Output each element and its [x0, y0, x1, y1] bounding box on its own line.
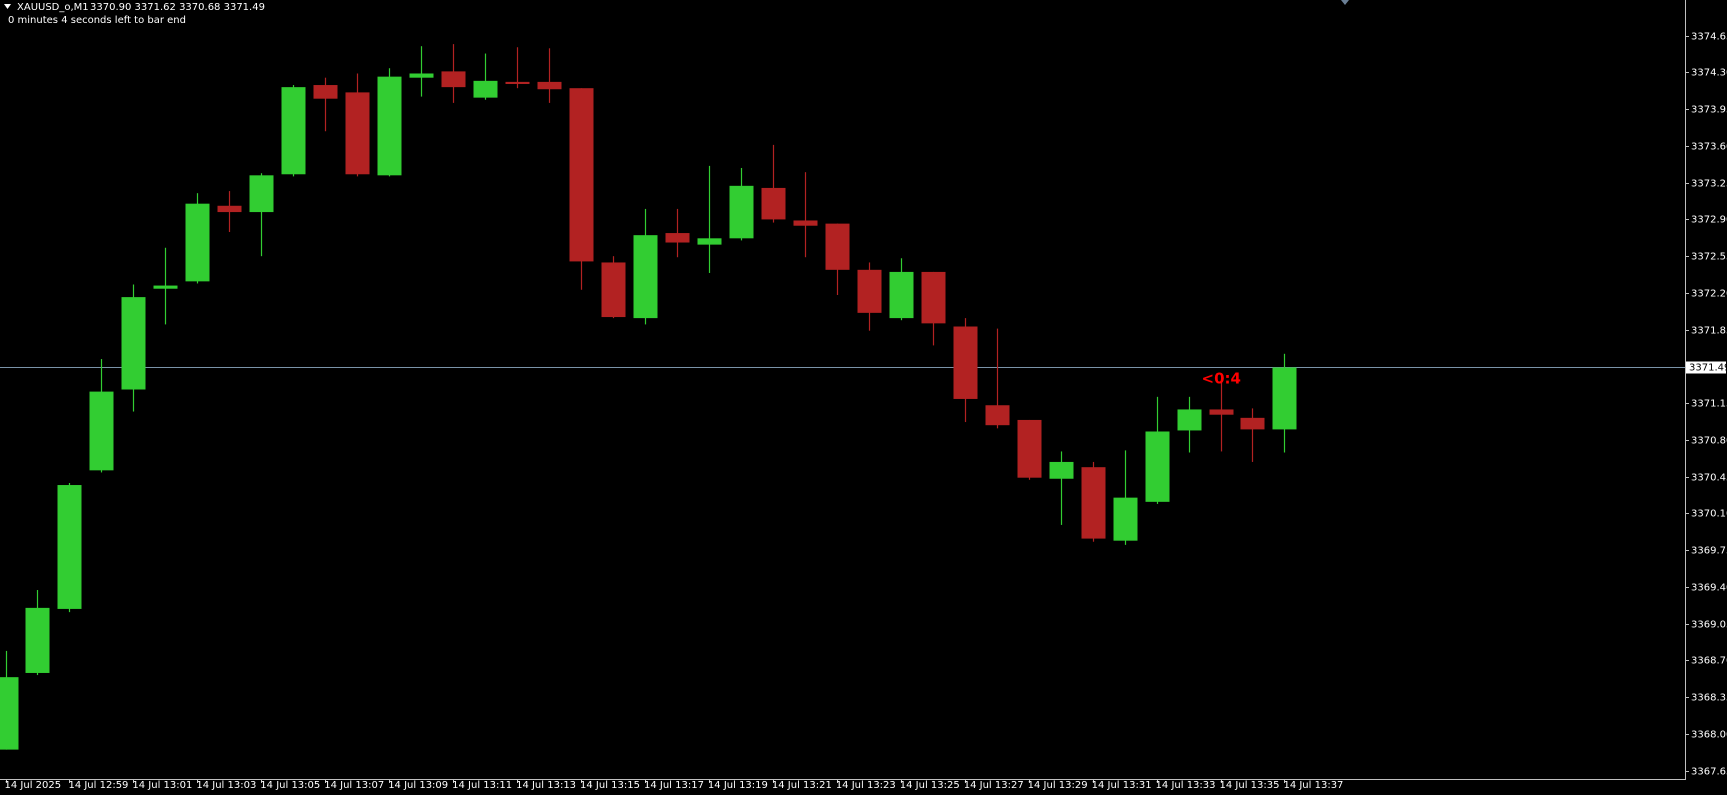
candle-body	[441, 71, 466, 88]
x-tick-label: 14 Jul 13:27	[964, 780, 1024, 791]
x-tick-label: 14 Jul 2025	[5, 780, 62, 791]
candle-body	[921, 271, 946, 324]
candle-body	[121, 297, 146, 390]
x-tick-label: 14 Jul 13:09	[388, 780, 448, 791]
symbol-title: XAUUSD_o,M1	[17, 2, 89, 13]
candle-body	[217, 205, 242, 213]
y-tick-label: 3369.40	[1691, 583, 1727, 594]
candle-body	[697, 238, 722, 245]
candle-body	[889, 271, 914, 319]
candle-body	[505, 81, 530, 84]
x-tick-label: 14 Jul 13:23	[836, 780, 896, 791]
candle-body	[665, 233, 690, 243]
y-tick-label: 3372.55	[1691, 252, 1727, 263]
y-tick-label: 3370.45	[1691, 473, 1727, 484]
candle-body	[569, 88, 594, 262]
y-tick-label: 3368.70	[1691, 656, 1727, 667]
y-tick-label: 3371.15	[1691, 399, 1727, 410]
x-tick-label: 14 Jul 13:29	[1028, 780, 1088, 791]
y-tick-label: 3373.95	[1691, 105, 1727, 116]
candle-body	[345, 92, 370, 175]
y-tick-label: 3374.30	[1691, 68, 1727, 79]
candle-body	[857, 269, 882, 313]
x-tick-label: 14 Jul 13:19	[708, 780, 768, 791]
candle-body	[409, 73, 434, 78]
candle-body	[57, 485, 82, 609]
x-tick-label: 14 Jul 13:31	[1092, 780, 1152, 791]
x-tick-label: 14 Jul 13:13	[516, 780, 576, 791]
y-tick-label: 3373.60	[1691, 142, 1727, 153]
candle-body	[1081, 467, 1106, 539]
candle-body	[1177, 409, 1202, 431]
candle-body	[313, 85, 338, 99]
candle-body	[793, 220, 818, 226]
x-tick-label: 14 Jul 13:25	[900, 780, 960, 791]
candle-body	[1209, 409, 1234, 415]
candle-body	[185, 203, 210, 282]
candle-body	[953, 326, 978, 399]
x-tick-label: 14 Jul 13:03	[196, 780, 256, 791]
x-tick-label: 14 Jul 13:05	[260, 780, 320, 791]
candle-body	[153, 285, 178, 289]
x-tick-label: 14 Jul 13:17	[644, 780, 704, 791]
candle-body	[89, 391, 114, 471]
candle-body	[601, 262, 626, 318]
candle-body	[985, 405, 1010, 426]
x-tick-label: 14 Jul 12:59	[68, 780, 128, 791]
y-tick-label: 3373.25	[1691, 179, 1727, 190]
candle-body	[1017, 419, 1042, 478]
candle-body	[729, 185, 754, 239]
x-tick-label: 14 Jul 13:01	[132, 780, 192, 791]
candle-body	[377, 76, 402, 176]
y-tick-label: 3372.90	[1691, 215, 1727, 226]
candle-body	[473, 80, 498, 98]
candle-body	[761, 187, 786, 220]
current-price-label: 3371.49	[1689, 363, 1727, 374]
x-tick-label: 14 Jul 13:33	[1156, 780, 1216, 791]
candle-body	[825, 223, 850, 270]
ohlc-prices: 3370.90 3371.62 3370.68 3371.49	[90, 2, 265, 13]
candle-body	[537, 81, 562, 90]
bar-timer: 0 minutes 4 seconds left to bar end	[8, 15, 186, 26]
y-tick-label: 3368.00	[1691, 730, 1727, 741]
shift-marker	[1341, 0, 1349, 5]
x-tick-label: 14 Jul 13:11	[452, 780, 512, 791]
y-tick-label: 3370.80	[1691, 436, 1727, 447]
candle-body	[281, 87, 306, 175]
y-tick-label: 3374.65	[1691, 32, 1727, 43]
y-tick-label: 3368.35	[1691, 693, 1727, 704]
y-tick-label: 3367.65	[1691, 767, 1727, 778]
x-tick-label: 14 Jul 13:15	[580, 780, 640, 791]
candle-body	[1272, 367, 1297, 430]
timer-annotation: <0:4	[1202, 370, 1241, 388]
x-tick-label: 14 Jul 13:07	[324, 780, 384, 791]
y-tick-label: 3369.05	[1691, 620, 1727, 631]
candle-body	[249, 175, 274, 213]
y-tick-label: 3370.10	[1691, 509, 1727, 520]
candle-body	[633, 235, 658, 319]
candle-body	[25, 607, 50, 673]
candle-body	[1240, 417, 1265, 430]
candle-body	[1049, 461, 1074, 479]
candle-body	[1113, 497, 1138, 541]
y-tick-label: 3371.85	[1691, 326, 1727, 337]
candle-body	[1145, 431, 1170, 502]
x-tick-label: 14 Jul 13:21	[772, 780, 832, 791]
x-tick-label: 14 Jul 13:37	[1283, 780, 1343, 791]
menu-arrow[interactable]	[4, 4, 11, 9]
y-tick-label: 3372.20	[1691, 289, 1727, 300]
candle-body	[0, 677, 19, 750]
x-tick-label: 14 Jul 13:35	[1220, 780, 1280, 791]
y-tick-label: 3369.75	[1691, 546, 1727, 557]
current-price-box	[1686, 361, 1726, 374]
